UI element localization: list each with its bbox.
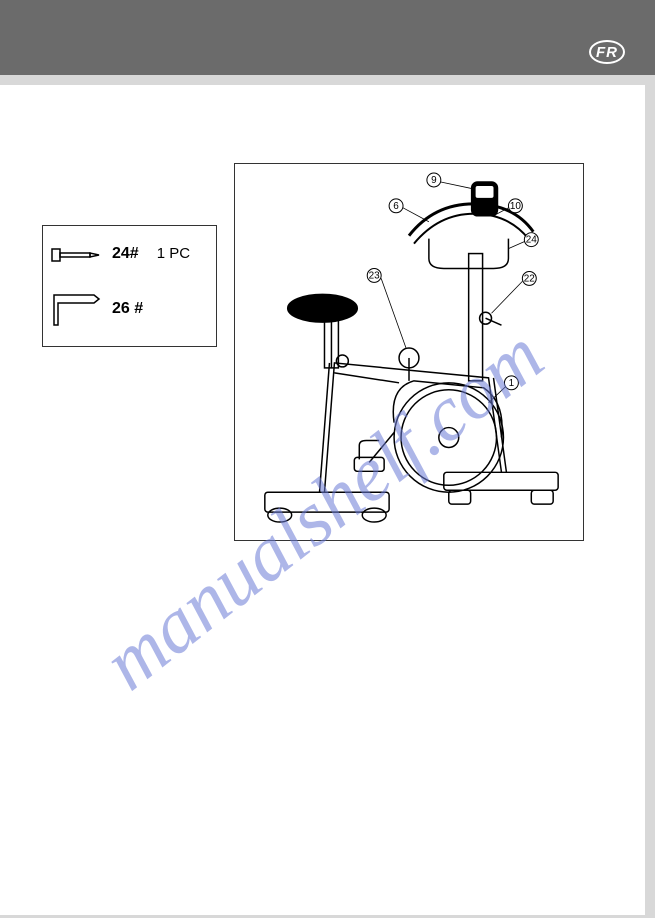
hex-wrench-icon (49, 289, 104, 329)
svg-text:10: 10 (510, 201, 522, 212)
callout: 23 (367, 268, 406, 348)
page-body: manualshelf.com 24# 1 PC 26 # (0, 85, 645, 915)
header-bar: FR (0, 0, 655, 75)
callout: 9 (427, 173, 474, 189)
nail-icon (49, 239, 104, 269)
tool-row: 24# 1 PC (43, 226, 216, 281)
callout: 1 (489, 376, 519, 403)
svg-text:1: 1 (509, 378, 515, 389)
svg-text:22: 22 (524, 273, 536, 284)
svg-text:23: 23 (369, 270, 381, 281)
tool-part-number: 26 # (112, 300, 143, 318)
tool-quantity: 1 PC (157, 245, 190, 262)
callout: 6 (389, 199, 429, 222)
language-badge: FR (589, 40, 625, 64)
callout: 22 (492, 271, 537, 313)
tool-part-number: 24# (112, 245, 139, 263)
svg-text:24: 24 (526, 235, 538, 246)
tools-box: 24# 1 PC 26 # (42, 225, 217, 347)
callout: 24 (508, 233, 538, 249)
svg-text:6: 6 (393, 201, 399, 212)
tool-row: 26 # (43, 281, 216, 336)
diagram-box: 9 6 10 24 (234, 163, 584, 541)
exercise-bike-diagram: 9 6 10 24 (235, 164, 583, 540)
svg-text:9: 9 (431, 175, 437, 186)
